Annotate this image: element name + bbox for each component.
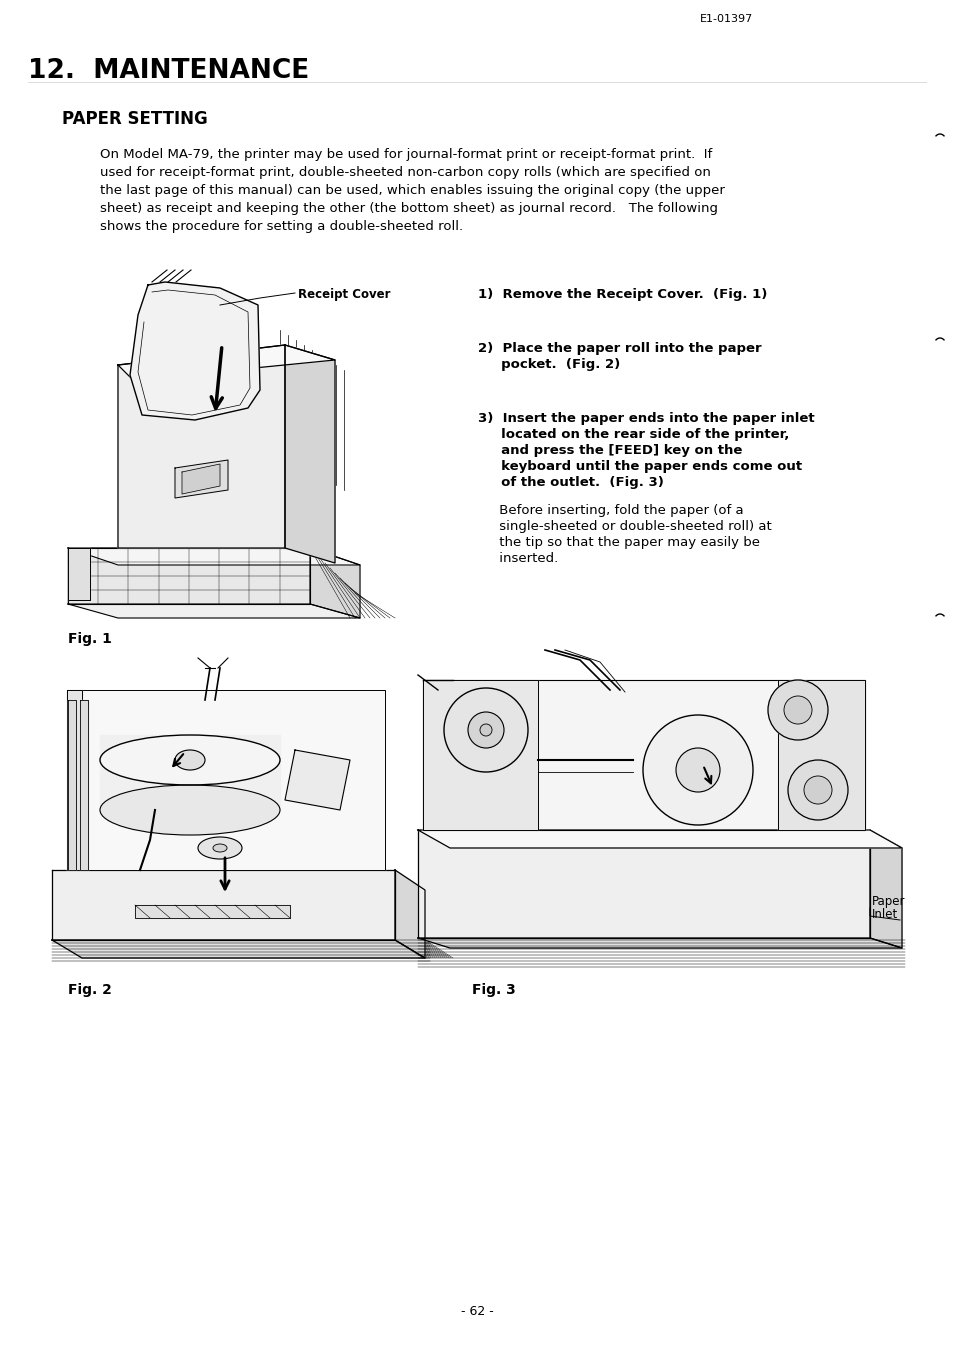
Text: Fig. 1: Fig. 1	[68, 632, 112, 646]
Circle shape	[803, 775, 831, 804]
Polygon shape	[67, 690, 385, 870]
Circle shape	[787, 761, 847, 820]
Text: 1)  Remove the Receipt Cover.  (Fig. 1): 1) Remove the Receipt Cover. (Fig. 1)	[477, 288, 766, 301]
Circle shape	[443, 688, 527, 771]
Polygon shape	[422, 680, 864, 830]
Ellipse shape	[198, 838, 242, 859]
Text: E1-01397: E1-01397	[700, 14, 753, 24]
Polygon shape	[67, 690, 82, 870]
Circle shape	[468, 712, 503, 748]
Polygon shape	[68, 549, 359, 565]
Text: Before inserting, fold the paper (of a: Before inserting, fold the paper (of a	[477, 504, 742, 517]
Ellipse shape	[213, 844, 227, 852]
Polygon shape	[52, 870, 395, 940]
Text: 3)  Insert the paper ends into the paper inlet: 3) Insert the paper ends into the paper …	[477, 412, 814, 426]
Polygon shape	[68, 604, 359, 617]
Polygon shape	[68, 549, 90, 600]
Polygon shape	[118, 345, 335, 380]
Polygon shape	[778, 680, 864, 830]
Polygon shape	[68, 700, 76, 870]
Polygon shape	[52, 940, 424, 958]
Ellipse shape	[174, 750, 205, 770]
Polygon shape	[182, 463, 220, 494]
Circle shape	[783, 696, 811, 724]
Polygon shape	[118, 345, 285, 549]
Circle shape	[479, 724, 492, 736]
Text: shows the procedure for setting a double-sheeted roll.: shows the procedure for setting a double…	[100, 220, 462, 232]
Polygon shape	[68, 549, 310, 604]
Text: located on the rear side of the printer,: located on the rear side of the printer,	[477, 428, 788, 440]
Text: Paper: Paper	[871, 894, 904, 908]
Ellipse shape	[100, 735, 280, 785]
Polygon shape	[422, 680, 537, 830]
Polygon shape	[174, 459, 228, 499]
Polygon shape	[135, 905, 290, 917]
Text: On Model MA-79, the printer may be used for journal-format print or receipt-form: On Model MA-79, the printer may be used …	[100, 149, 712, 161]
Text: the last page of this manual) can be used, which enables issuing the original co: the last page of this manual) can be use…	[100, 184, 724, 197]
Circle shape	[642, 715, 752, 825]
Text: Fig. 3: Fig. 3	[472, 984, 516, 997]
Ellipse shape	[100, 785, 280, 835]
Text: and press the [FEED] key on the: and press the [FEED] key on the	[477, 444, 741, 457]
Text: - 62 -: - 62 -	[460, 1305, 493, 1319]
Polygon shape	[869, 830, 901, 948]
Text: Inlet: Inlet	[871, 908, 898, 921]
Polygon shape	[285, 750, 350, 811]
Polygon shape	[310, 549, 359, 617]
Polygon shape	[395, 870, 424, 958]
Polygon shape	[285, 345, 335, 563]
Circle shape	[767, 680, 827, 740]
Text: PAPER SETTING: PAPER SETTING	[62, 109, 208, 128]
Text: 2)  Place the paper roll into the paper: 2) Place the paper roll into the paper	[477, 342, 760, 355]
Text: Receipt Cover: Receipt Cover	[297, 288, 390, 301]
Text: sheet) as receipt and keeping the other (the bottom sheet) as journal record.   : sheet) as receipt and keeping the other …	[100, 203, 718, 215]
Polygon shape	[80, 700, 88, 870]
Polygon shape	[417, 938, 901, 948]
Text: Fig. 2: Fig. 2	[68, 984, 112, 997]
Text: of the outlet.  (Fig. 3): of the outlet. (Fig. 3)	[477, 476, 663, 489]
Text: pocket.  (Fig. 2): pocket. (Fig. 2)	[477, 358, 619, 372]
Polygon shape	[100, 735, 280, 811]
Circle shape	[676, 748, 720, 792]
Text: keyboard until the paper ends come out: keyboard until the paper ends come out	[477, 459, 801, 473]
Polygon shape	[417, 830, 901, 848]
Text: used for receipt-format print, double-sheeted non-carbon copy rolls (which are s: used for receipt-format print, double-sh…	[100, 166, 710, 178]
Polygon shape	[130, 282, 260, 420]
Text: inserted.: inserted.	[477, 553, 558, 565]
Text: the tip so that the paper may easily be: the tip so that the paper may easily be	[477, 536, 760, 549]
Polygon shape	[417, 830, 869, 938]
Text: 12.  MAINTENANCE: 12. MAINTENANCE	[28, 58, 309, 84]
Text: single-sheeted or double-sheeted roll) at: single-sheeted or double-sheeted roll) a…	[477, 520, 771, 534]
